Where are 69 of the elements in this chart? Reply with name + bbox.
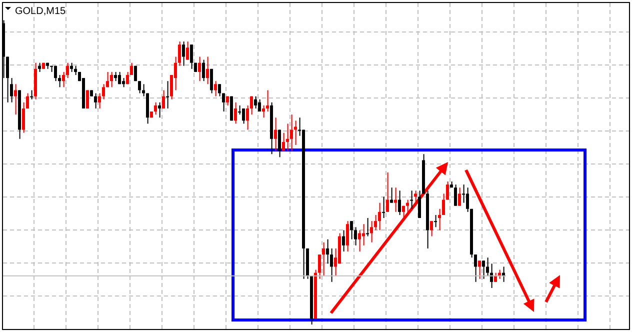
candlestick xyxy=(190,44,193,70)
candlestick xyxy=(474,254,477,282)
candlestick xyxy=(154,102,157,116)
candlestick xyxy=(122,78,125,88)
candlestick xyxy=(182,41,185,66)
candlestick xyxy=(286,123,289,152)
candlestick xyxy=(406,199,409,216)
candlestick xyxy=(210,68,213,94)
candlestick xyxy=(446,181,449,200)
candlestick xyxy=(186,41,189,60)
candlestick xyxy=(130,62,133,76)
candlestick xyxy=(394,187,397,212)
candlestick xyxy=(254,96,257,109)
candlestick xyxy=(478,260,481,280)
candlestick xyxy=(454,184,457,206)
candlestick xyxy=(86,90,89,109)
candlestick xyxy=(54,65,57,82)
candlestick xyxy=(358,230,361,252)
candlestick xyxy=(282,132,285,152)
candlestick xyxy=(202,59,205,82)
candlestick xyxy=(166,80,169,109)
candlestick xyxy=(366,218,369,237)
candlestick xyxy=(10,78,13,103)
candlestick xyxy=(114,71,117,82)
candlestick xyxy=(434,214,437,228)
candlestick xyxy=(234,102,237,124)
candlestick xyxy=(342,230,345,252)
candlestick xyxy=(162,90,165,109)
candlestick xyxy=(482,260,485,280)
candlestick xyxy=(402,205,405,222)
candlestick xyxy=(158,102,161,118)
candlestick xyxy=(138,80,141,94)
candlestick xyxy=(274,117,277,152)
candlestick xyxy=(410,190,413,210)
candlestick xyxy=(354,226,357,246)
candlestick xyxy=(494,272,497,282)
candlestick xyxy=(290,114,293,152)
candlestick xyxy=(386,172,389,212)
candlestick xyxy=(110,71,113,88)
chart-title: GOLD,M15 xyxy=(15,6,66,17)
candlestick xyxy=(278,129,281,158)
candlestick xyxy=(430,220,433,237)
candlestick xyxy=(222,92,225,112)
candlestick xyxy=(242,108,245,124)
candlestick xyxy=(378,202,381,231)
candlestick xyxy=(390,187,393,204)
candlestick xyxy=(370,220,373,243)
candlestick xyxy=(206,56,209,85)
candlestick xyxy=(30,90,33,100)
candlestick xyxy=(398,190,401,216)
candlestick xyxy=(262,104,265,118)
candlestick xyxy=(258,98,261,112)
candlestick xyxy=(362,224,365,246)
candlestick xyxy=(350,220,353,240)
candlestick xyxy=(346,220,349,252)
candlestick xyxy=(414,190,417,206)
candlestick xyxy=(322,242,325,276)
candlestick xyxy=(198,56,201,82)
candlestick xyxy=(94,92,97,109)
candlestick xyxy=(118,71,121,85)
candlestick xyxy=(326,238,329,264)
candlestick xyxy=(70,62,73,72)
candlestick xyxy=(458,187,461,206)
candlestick xyxy=(58,74,61,88)
candlestick xyxy=(214,80,217,97)
candlestick xyxy=(318,254,321,280)
candlestick xyxy=(382,196,385,219)
candlestick xyxy=(14,84,17,116)
candlestick xyxy=(38,62,41,72)
